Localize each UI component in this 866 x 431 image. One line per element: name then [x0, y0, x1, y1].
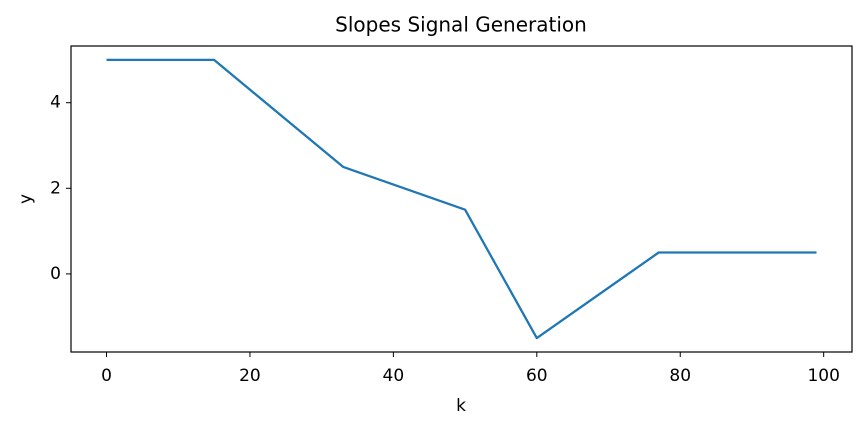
x-tick-label: 100 — [807, 366, 839, 386]
y-tick-label: 2 — [50, 178, 61, 198]
data-line — [106, 58, 817, 340]
y-axis-label: y — [16, 194, 36, 204]
y-tick-label: 4 — [50, 93, 61, 113]
x-tick-label: 40 — [383, 366, 405, 386]
plot-frame — [70, 45, 853, 353]
x-tick-label: 0 — [101, 366, 112, 386]
x-tick-label: 80 — [669, 366, 691, 386]
y-tick-label: 0 — [50, 264, 61, 284]
x-axis-label: k — [456, 396, 466, 416]
x-tick-label: 60 — [526, 366, 548, 386]
x-tick-label: 20 — [239, 366, 261, 386]
chart-title: Slopes Signal Generation — [335, 13, 587, 37]
